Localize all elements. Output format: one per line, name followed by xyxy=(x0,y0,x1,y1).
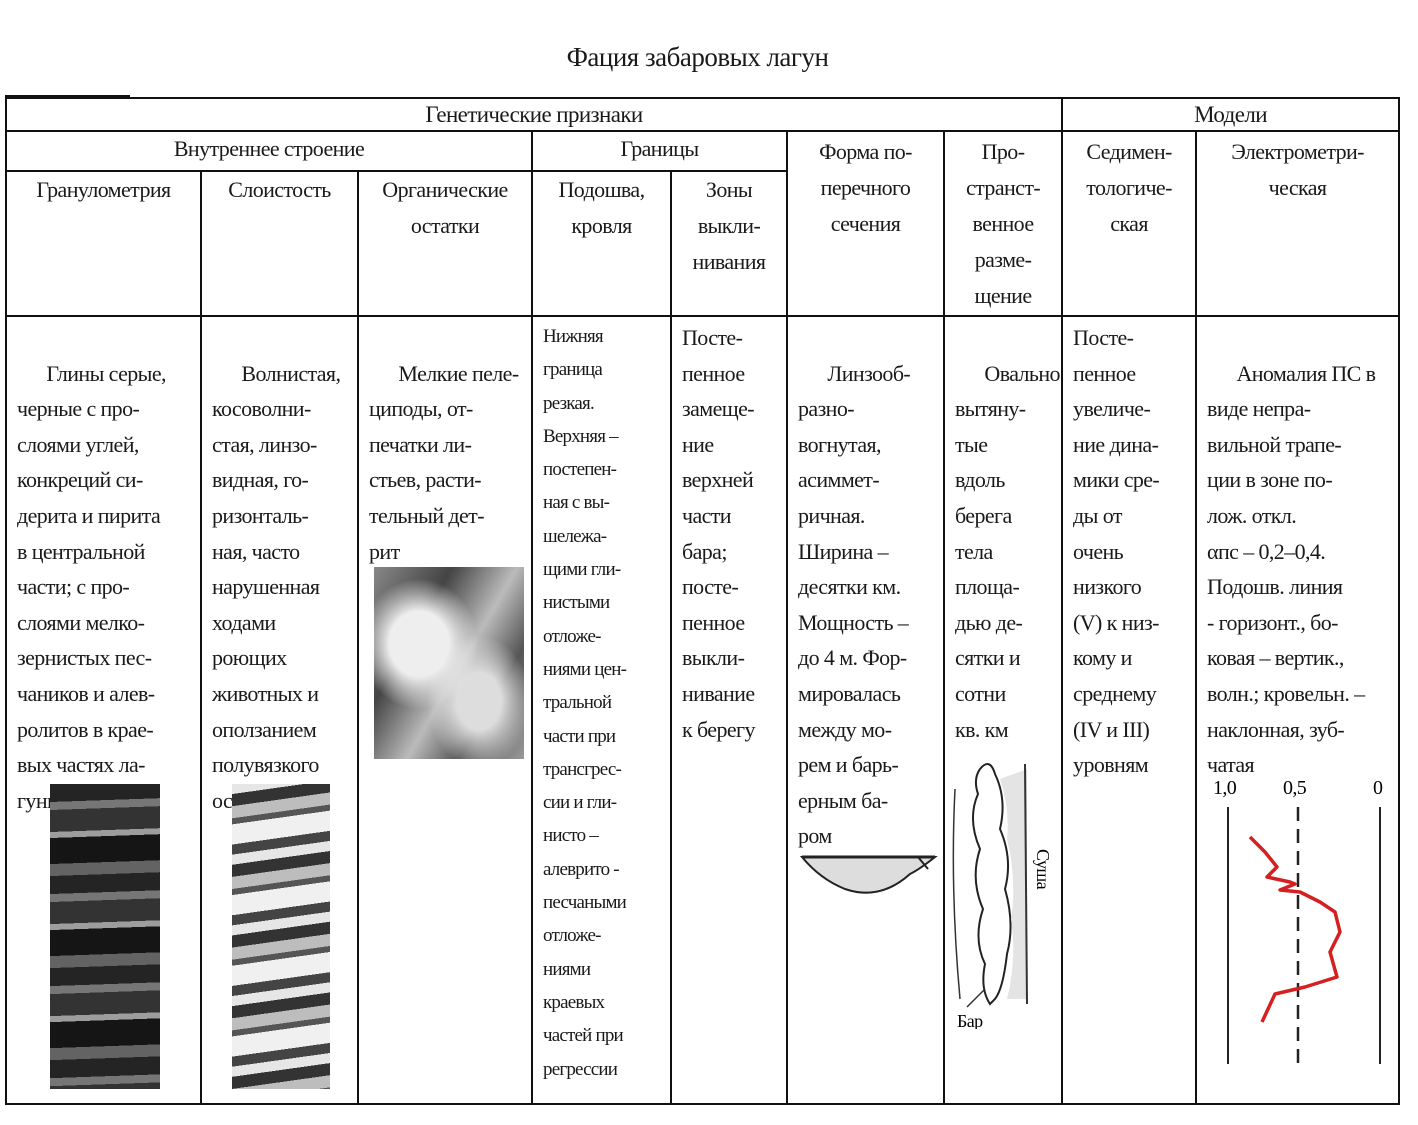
bar-map-diagram: Суша Бар xyxy=(952,763,1053,1029)
header-granulometry: Гранулометрия xyxy=(5,170,202,317)
sp-log-diagram: 1,0 0,5 0 xyxy=(1213,777,1384,1064)
organic-text: Мелкие пеле- циподы, от- печатки ли- сть… xyxy=(369,360,519,564)
layering-text: Волнистая, косоволни- стая, линзо- видна… xyxy=(212,360,341,813)
fossil-photo-image xyxy=(374,567,524,759)
header-boundaries: Границы xyxy=(531,130,788,172)
header-electrometric: Электрометри- ческая xyxy=(1195,130,1401,317)
header-internal-structure: Внутреннее строение xyxy=(5,130,533,172)
sp-tick-label: 1,0 xyxy=(1213,777,1237,799)
header-pinchout: Зоны выкли- нивания xyxy=(670,170,788,317)
cell-layering: Волнистая, косоволни- стая, линзо- видна… xyxy=(200,315,359,1105)
sp-curve xyxy=(1248,835,1342,1023)
cell-sole-roof: Нижняя граница резкая. Верхняя – постепе… xyxy=(531,315,672,1105)
page-title: Фация забаровых лагун xyxy=(566,42,829,72)
cell-granulometry: Глины серые, черные с про- слоями углей,… xyxy=(5,315,202,1105)
header-cross-section: Форма по- перечного сечения xyxy=(786,130,945,317)
header-layering: Слоистость xyxy=(200,170,359,317)
header-spatial: Про- странст- венное разме- щение xyxy=(942,130,1064,317)
cell-sedimentological: Посте- пенное увеличе- ние дина- мики ср… xyxy=(1061,315,1198,1105)
cell-spatial: Овально вытяну- тые вдоль берега тела пл… xyxy=(942,315,1064,1105)
divider xyxy=(5,95,130,98)
cell-cross-section: Линзооб- разно- вогнутая, асиммет- рична… xyxy=(786,315,945,1105)
land-label: Суша xyxy=(1033,849,1053,890)
header-organic: Органические остатки xyxy=(357,170,533,317)
facies-table: Генетические признаки Модели Внутреннее … xyxy=(4,97,1401,1105)
granulometry-text: Глины серые, черные с про- слоями углей,… xyxy=(17,360,167,813)
electrometric-text: Аномалия ПС в виде непра- вильной трапе-… xyxy=(1207,360,1376,778)
core-photo-image xyxy=(50,784,160,1089)
header-sole-roof: Подошва, кровля xyxy=(531,170,672,317)
header-models: Модели xyxy=(1061,97,1401,132)
sp-tick-label: 0,5 xyxy=(1283,777,1307,799)
header-genetic-features: Генетические признаки xyxy=(4,97,1064,132)
cell-organic: Мелкие пеле- циподы, от- печатки ли- сть… xyxy=(357,315,533,1105)
lens-cross-section-icon xyxy=(800,855,938,894)
header-sedimentological: Седимен- тологиче- ская xyxy=(1061,130,1198,317)
sp-tick-label: 0 xyxy=(1373,777,1383,799)
spatial-text: Овально вытяну- тые вдоль берега тела пл… xyxy=(955,360,1060,742)
cell-pinchout: Посте- пенное замеще- ние верхней части … xyxy=(670,315,788,1105)
cross-section-text: Линзооб- разно- вогнутая, асиммет- рична… xyxy=(798,360,911,849)
bar-label: Бар xyxy=(957,1011,983,1029)
core-photo-image xyxy=(232,784,330,1089)
cell-electrometric: Аномалия ПС в виде непра- вильной трапе-… xyxy=(1195,315,1401,1105)
